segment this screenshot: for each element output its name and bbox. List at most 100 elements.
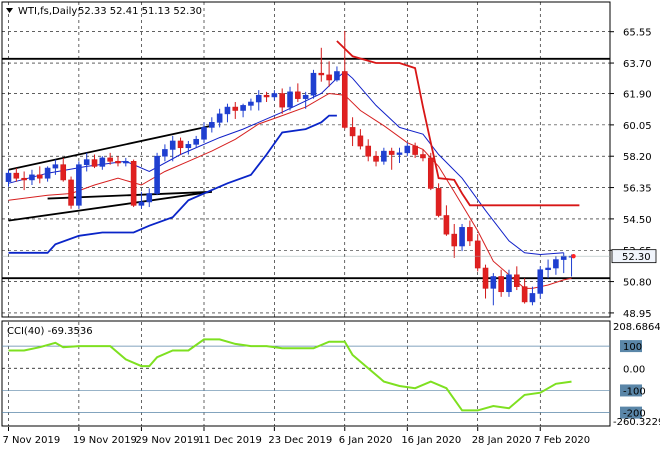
candle-body xyxy=(146,193,153,203)
candle xyxy=(498,269,504,297)
candle xyxy=(435,183,442,218)
candle xyxy=(412,142,418,158)
candle xyxy=(44,166,51,182)
candle xyxy=(357,129,364,150)
candle xyxy=(373,151,379,167)
candle xyxy=(482,264,489,299)
candle-body xyxy=(279,93,286,108)
candle-body xyxy=(193,138,199,145)
candle-body xyxy=(443,215,450,235)
cci-level-badge xyxy=(620,406,642,419)
candle xyxy=(91,154,98,169)
candle xyxy=(255,90,262,111)
last-price-tag: 52.30 xyxy=(611,249,657,263)
candle-body xyxy=(83,159,90,165)
candle xyxy=(185,140,192,155)
candle xyxy=(248,98,254,111)
candle xyxy=(545,259,551,279)
candle-body xyxy=(427,157,434,189)
candle-body xyxy=(36,174,43,179)
candle xyxy=(263,91,270,103)
candle-body xyxy=(521,286,528,303)
candle-body xyxy=(537,269,544,294)
candle-body xyxy=(482,267,489,289)
channel-lower-line xyxy=(8,190,212,222)
candle xyxy=(279,88,286,114)
price-label: 63.70 xyxy=(623,59,652,70)
price-label: 61.90 xyxy=(623,90,652,101)
candle-body xyxy=(490,276,497,289)
candle-body xyxy=(162,149,168,157)
candle-body xyxy=(240,105,246,111)
cci-level-label: 0.00 xyxy=(623,364,645,375)
time-label: 19 Nov 2019 xyxy=(73,435,137,446)
collapse-triangle-icon[interactable] xyxy=(6,8,13,13)
price-label: 56.35 xyxy=(623,184,652,195)
cci-line xyxy=(8,338,572,412)
candle-body xyxy=(248,101,254,106)
candle-body xyxy=(138,201,145,206)
candle-body xyxy=(373,155,379,162)
candle-body xyxy=(513,274,520,287)
cci-label: CCI(40) -69.3536 xyxy=(7,326,93,337)
candle xyxy=(295,83,301,103)
candle xyxy=(115,156,121,167)
candle xyxy=(83,152,90,172)
price-label: 48.95 xyxy=(623,309,652,320)
price-label: 58.20 xyxy=(623,152,652,163)
price-label: 60.05 xyxy=(623,121,652,132)
candle xyxy=(99,156,106,170)
candle xyxy=(365,139,372,162)
channel-upper-line xyxy=(8,124,213,171)
candle xyxy=(209,117,215,133)
candle-body xyxy=(357,135,364,147)
candle xyxy=(13,168,20,182)
candle xyxy=(224,103,231,123)
candle-body xyxy=(302,94,309,99)
candle xyxy=(334,66,340,82)
cci-axis: 100 0.00 -100 -200 xyxy=(620,340,646,420)
cci-level-badge xyxy=(620,384,642,397)
candle xyxy=(36,166,43,184)
candle xyxy=(349,117,356,147)
candle xyxy=(326,61,332,87)
time-label: 23 Dec 2019 xyxy=(268,435,332,446)
candle-body xyxy=(224,106,231,115)
candle-body xyxy=(381,150,387,162)
candle xyxy=(467,220,473,247)
candle-body xyxy=(529,293,536,303)
candle xyxy=(154,152,160,196)
candle-body xyxy=(287,91,293,108)
candle-body xyxy=(560,255,567,260)
last-price-value: 52.30 xyxy=(622,252,651,263)
cci-level-label: -200 xyxy=(623,409,646,420)
candle xyxy=(193,135,199,148)
candle xyxy=(138,191,145,209)
candle xyxy=(5,169,12,187)
candle xyxy=(420,149,426,162)
candle xyxy=(123,157,129,167)
candle-body xyxy=(216,113,223,123)
cci-series xyxy=(8,338,572,412)
time-label: 6 Jan 2020 xyxy=(339,435,393,446)
candle xyxy=(201,122,207,143)
candle-body xyxy=(130,161,137,206)
cci-level-label: -100 xyxy=(623,386,646,397)
time-label: 29 Nov 2019 xyxy=(135,435,199,446)
candle-body xyxy=(420,154,426,159)
candle-body xyxy=(255,94,262,103)
candle-body xyxy=(326,74,332,81)
candle xyxy=(513,266,520,291)
candle-body xyxy=(467,227,473,242)
time-label: 11 Dec 2019 xyxy=(198,435,262,446)
candle xyxy=(521,278,528,304)
time-label: 7 Nov 2019 xyxy=(3,435,61,446)
candle xyxy=(130,159,137,208)
price-label: 54.50 xyxy=(623,215,652,226)
candle-body xyxy=(99,157,106,167)
candle xyxy=(162,144,168,162)
cci-level-badge xyxy=(620,340,642,353)
candle-body xyxy=(334,71,340,81)
